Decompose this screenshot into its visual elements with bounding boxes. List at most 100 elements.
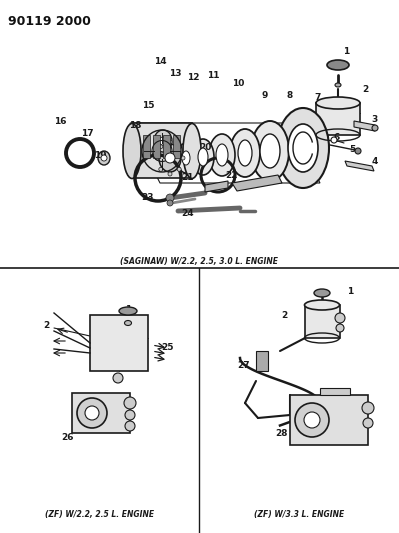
Circle shape — [166, 194, 174, 202]
Text: 10: 10 — [232, 78, 244, 87]
Text: 17: 17 — [81, 128, 93, 138]
Text: 7: 7 — [315, 93, 321, 102]
Polygon shape — [232, 175, 282, 191]
Text: 25: 25 — [162, 343, 174, 351]
Ellipse shape — [192, 139, 214, 175]
Text: 1: 1 — [125, 304, 131, 313]
Text: 11: 11 — [207, 70, 219, 79]
Ellipse shape — [98, 151, 110, 165]
Polygon shape — [163, 135, 170, 158]
Text: 90119 2000: 90119 2000 — [8, 15, 91, 28]
Polygon shape — [205, 181, 228, 192]
Circle shape — [168, 140, 172, 144]
Text: (ZF) W/2.2, 2.5 L. ENGINE: (ZF) W/2.2, 2.5 L. ENGINE — [45, 510, 154, 519]
Circle shape — [101, 155, 107, 161]
Ellipse shape — [316, 97, 360, 109]
Ellipse shape — [124, 320, 132, 326]
Ellipse shape — [260, 134, 280, 168]
Circle shape — [335, 313, 345, 323]
Circle shape — [159, 137, 167, 145]
Circle shape — [336, 324, 344, 332]
Polygon shape — [354, 121, 375, 131]
Polygon shape — [72, 393, 130, 433]
Circle shape — [362, 402, 374, 414]
Text: 23: 23 — [142, 193, 154, 203]
Ellipse shape — [304, 300, 340, 310]
Circle shape — [159, 144, 163, 149]
Circle shape — [177, 144, 181, 149]
Polygon shape — [320, 388, 350, 395]
Ellipse shape — [314, 289, 330, 297]
Text: 26: 26 — [62, 433, 74, 442]
Polygon shape — [173, 135, 180, 158]
Text: 3: 3 — [372, 116, 378, 125]
Ellipse shape — [159, 144, 181, 172]
Text: 22: 22 — [226, 171, 238, 180]
Text: 24: 24 — [182, 208, 194, 217]
Circle shape — [331, 137, 337, 143]
Circle shape — [168, 172, 172, 176]
Ellipse shape — [288, 124, 318, 172]
Ellipse shape — [198, 148, 208, 166]
Ellipse shape — [154, 130, 172, 152]
Circle shape — [125, 410, 135, 420]
Text: 2: 2 — [362, 85, 368, 94]
Polygon shape — [143, 135, 150, 158]
Text: 6: 6 — [334, 133, 340, 142]
Ellipse shape — [304, 412, 320, 428]
Bar — [256, 351, 268, 371]
Text: 5: 5 — [349, 146, 355, 155]
Ellipse shape — [230, 129, 260, 177]
Ellipse shape — [251, 121, 289, 181]
Ellipse shape — [77, 398, 107, 428]
Ellipse shape — [113, 373, 123, 383]
Ellipse shape — [216, 144, 228, 166]
Polygon shape — [132, 123, 192, 178]
Text: 21: 21 — [182, 174, 194, 182]
Circle shape — [355, 148, 361, 154]
Circle shape — [181, 156, 185, 160]
Circle shape — [125, 421, 135, 431]
Text: 13: 13 — [169, 69, 181, 77]
Ellipse shape — [119, 307, 137, 315]
Text: 1: 1 — [347, 287, 353, 295]
Polygon shape — [345, 161, 374, 171]
Ellipse shape — [327, 60, 349, 70]
Text: 19: 19 — [94, 150, 106, 159]
Circle shape — [372, 125, 378, 131]
Ellipse shape — [183, 124, 201, 179]
Polygon shape — [316, 103, 360, 135]
Ellipse shape — [123, 124, 141, 179]
Text: 16: 16 — [54, 117, 66, 125]
Ellipse shape — [177, 143, 195, 173]
Ellipse shape — [85, 406, 99, 420]
Text: 1: 1 — [343, 46, 349, 55]
Text: (ZF) W/3.3 L. ENGINE: (ZF) W/3.3 L. ENGINE — [254, 510, 344, 519]
Text: 2: 2 — [281, 311, 287, 319]
Polygon shape — [153, 135, 160, 158]
Text: 12: 12 — [187, 72, 199, 82]
Text: 15: 15 — [142, 101, 154, 109]
Circle shape — [363, 418, 373, 428]
Circle shape — [167, 200, 173, 206]
Ellipse shape — [238, 140, 252, 166]
Text: (SAGINAW) W/2.2, 2.5, 3.0 L. ENGINE: (SAGINAW) W/2.2, 2.5, 3.0 L. ENGINE — [120, 257, 278, 266]
Text: 14: 14 — [154, 56, 166, 66]
Circle shape — [155, 156, 159, 160]
Text: 8: 8 — [287, 91, 293, 100]
Ellipse shape — [335, 83, 341, 87]
Ellipse shape — [295, 403, 329, 437]
Circle shape — [165, 153, 175, 163]
Circle shape — [177, 167, 181, 171]
Text: 28: 28 — [276, 429, 288, 438]
Ellipse shape — [182, 151, 190, 165]
Polygon shape — [305, 305, 340, 338]
Text: 4: 4 — [372, 157, 378, 166]
Text: 18: 18 — [129, 120, 141, 130]
Polygon shape — [90, 315, 148, 371]
Circle shape — [159, 167, 163, 171]
Circle shape — [124, 397, 136, 409]
Text: 2: 2 — [43, 320, 49, 329]
Ellipse shape — [277, 108, 329, 188]
Text: 20: 20 — [199, 143, 211, 152]
